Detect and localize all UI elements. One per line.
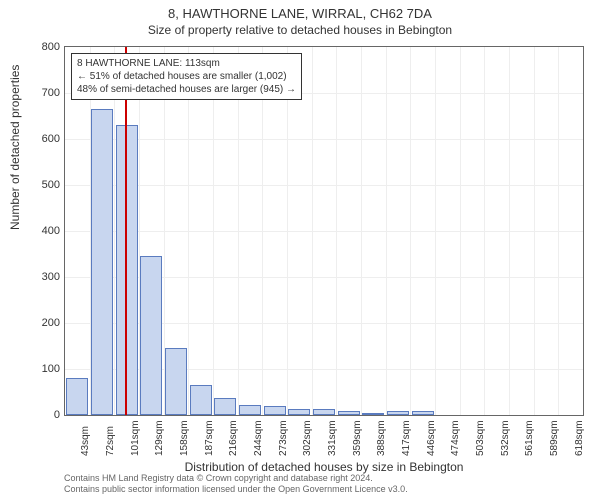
histogram-bar [412,411,434,415]
x-tick: 331sqm [327,420,338,456]
x-tick: 244sqm [253,420,264,456]
y-tick: 500 [24,179,60,191]
x-tick: 474sqm [450,420,461,456]
chart-container: 8, HAWTHORNE LANE, WIRRAL, CH62 7DA Size… [0,0,600,500]
histogram-bar [264,406,286,415]
gridline-h [65,185,583,186]
license-line2: Contains public sector information licen… [64,484,408,496]
x-tick: 302sqm [302,420,313,456]
histogram-bar [239,405,261,415]
x-tick: 158sqm [179,420,190,456]
gridline-v [361,47,362,415]
histogram-bar [214,398,236,415]
y-tick: 700 [24,87,60,99]
x-tick: 216sqm [228,420,239,456]
histogram-bar [190,385,212,415]
annotation-box: 8 HAWTHORNE LANE: 113sqm← 51% of detache… [71,53,302,100]
annotation-line: 48% of semi-detached houses are larger (… [77,83,296,96]
y-tick: 600 [24,133,60,145]
gridline-v [460,47,461,415]
gridline-v [509,47,510,415]
gridline-h [65,231,583,232]
gridline-v [435,47,436,415]
gridline-v [287,47,288,415]
chart-title: 8, HAWTHORNE LANE, WIRRAL, CH62 7DA [0,0,600,21]
gridline-v [386,47,387,415]
histogram-bar [387,411,409,415]
y-tick: 200 [24,317,60,329]
histogram-bar [338,411,360,415]
annotation-line: 8 HAWTHORNE LANE: 113sqm [77,57,296,70]
gridline-v [336,47,337,415]
license-text: Contains HM Land Registry data © Crown c… [64,473,408,496]
gridline-v [410,47,411,415]
plot-area: 8 HAWTHORNE LANE: 113sqm← 51% of detache… [64,46,584,416]
y-tick: 100 [24,363,60,375]
histogram-bar [66,378,88,415]
gridline-v [213,47,214,415]
x-tick: 43sqm [80,426,91,456]
x-tick: 589sqm [549,420,560,456]
x-tick: 101sqm [130,420,141,456]
annotation-line: ← 51% of detached houses are smaller (1,… [77,70,296,83]
gridline-v [188,47,189,415]
chart-subtitle: Size of property relative to detached ho… [0,21,600,37]
y-axis-label: Number of detached properties [8,65,22,230]
x-tick: 503sqm [475,420,486,456]
gridline-v [484,47,485,415]
gridline-v [312,47,313,415]
histogram-bar [91,109,113,415]
gridline-v [262,47,263,415]
y-tick: 0 [24,409,60,421]
histogram-bar [288,409,310,415]
x-tick: 618sqm [574,420,585,456]
gridline-v [558,47,559,415]
y-tick: 400 [24,225,60,237]
histogram-bar [362,413,384,415]
y-tick: 300 [24,271,60,283]
x-tick: 72sqm [105,426,116,456]
x-tick: 388sqm [376,420,387,456]
x-tick: 359sqm [352,420,363,456]
x-tick: 417sqm [401,420,412,456]
x-tick: 532sqm [500,420,511,456]
gridline-v [534,47,535,415]
x-tick: 129sqm [154,420,165,456]
x-tick: 446sqm [426,420,437,456]
histogram-bar [140,256,162,415]
license-line1: Contains HM Land Registry data © Crown c… [64,473,408,485]
histogram-bar [313,409,335,415]
reference-line [125,47,127,415]
gridline-h [65,139,583,140]
y-tick: 800 [24,41,60,53]
gridline-v [238,47,239,415]
histogram-bar [165,348,187,415]
x-tick: 187sqm [204,420,215,456]
x-tick: 561sqm [524,420,535,456]
x-tick: 273sqm [278,420,289,456]
